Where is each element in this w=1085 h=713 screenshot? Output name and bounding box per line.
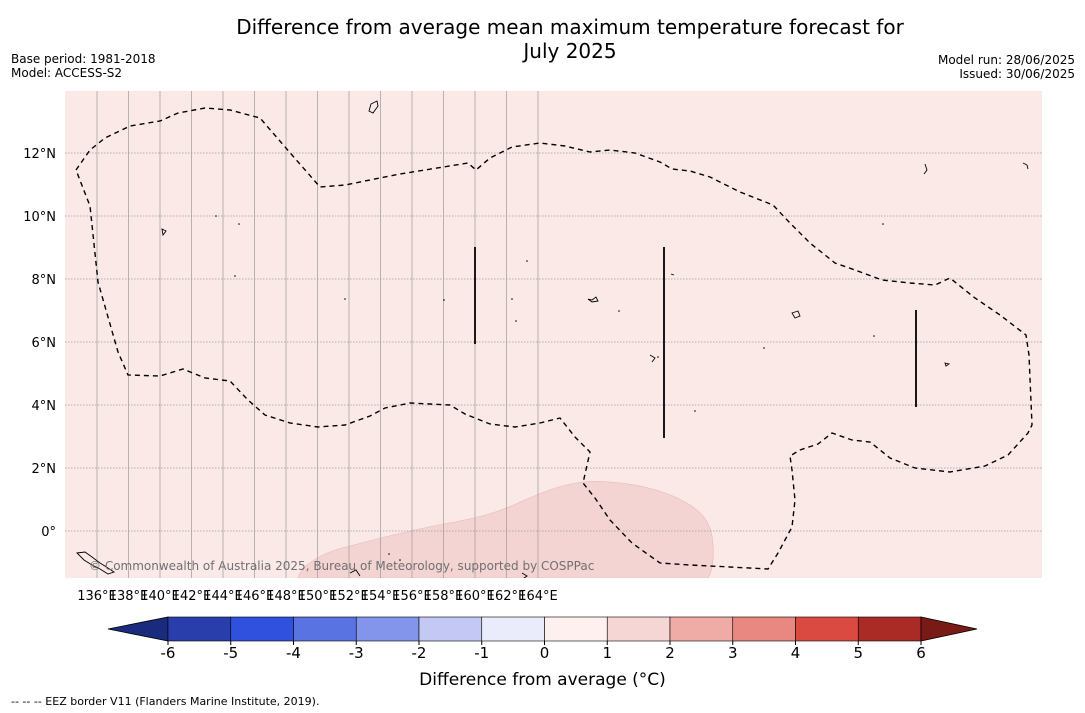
lon-tick-label: 144°E [203, 589, 243, 604]
lon-tick-label: 164°E [518, 589, 558, 604]
lon-tick-label: 140°E [140, 589, 180, 604]
lon-tick-label: 138°E [109, 589, 149, 604]
colorbar-tick-label: 5 [853, 644, 863, 662]
lon-tick-label: 146°E [235, 589, 275, 604]
colorbar-tick-label: -5 [223, 644, 238, 662]
anomaly-region [297, 480, 714, 578]
copyright-text: © Commonwealth of Australia 2025, Bureau… [89, 559, 594, 573]
colorbar-under-arrow [107, 616, 169, 642]
lon-tick-label: 156°E [392, 589, 432, 604]
lat-tick-label: 4°N [32, 399, 57, 414]
colorbar-tick-label: 1 [602, 644, 612, 662]
meta-right: Model run: 28/06/2025 Issued: 30/06/2025 [938, 53, 1075, 81]
longitude-labels: 136°E138°E140°E142°E144°E146°E148°E150°E… [77, 589, 558, 604]
lon-tick-label: 148°E [266, 589, 306, 604]
model-run: Model run: 28/06/2025 [937, 53, 1075, 67]
colorbar-tick-label: 0 [540, 644, 550, 662]
colorbar-tick-label: 3 [728, 644, 738, 662]
islands [76, 100, 1029, 578]
colorbar-tick-label: 2 [665, 644, 675, 662]
colorbar-segment [230, 616, 294, 642]
colorbar-tick-label: -4 [286, 644, 301, 662]
small-islets [215, 215, 884, 561]
lat-tick-label: 8°N [32, 273, 57, 288]
colorbar-segment [355, 616, 420, 642]
lat-tick-label: 6°N [32, 336, 57, 351]
colorbar-tick-label: -1 [474, 644, 489, 662]
colorbar-tick-label: -2 [412, 644, 427, 662]
lat-tick-label: 12°N [23, 147, 56, 162]
lon-tick-label: 162°E [487, 589, 527, 604]
colorbar-segment [167, 616, 232, 642]
lon-tick-label: 152°E [329, 589, 369, 604]
colorbar: -6 -5 -4 -3 -2 -1 0 1 2 3 4 5 6 [107, 616, 978, 662]
issued-date: Issued: 30/06/2025 [959, 67, 1075, 81]
title-line-2: July 2025 [523, 39, 617, 63]
eez-border [75, 107, 1033, 570]
title-line-1: Difference from average mean maximum tem… [236, 15, 904, 39]
model-name: Model: ACCESS-S2 [11, 66, 123, 80]
chart-title: Difference from average mean maximum tem… [170, 15, 970, 63]
lon-tick-label: 136°E [77, 589, 117, 604]
colorbar-segment [732, 616, 796, 642]
colorbar-tick-label: 4 [791, 644, 801, 662]
colorbar-segment [544, 616, 608, 642]
colorbar-segment [857, 616, 922, 642]
lon-tick-label: 154°E [361, 589, 401, 604]
lat-tick-label: 0° [41, 525, 56, 540]
colorbar-tick-label: -3 [349, 644, 364, 662]
colorbar-tick-label: 6 [916, 644, 926, 662]
colorbar-segment [418, 616, 483, 642]
base-period: Base period: 1981-2018 [11, 52, 156, 66]
colorbar-tick-label: -6 [161, 644, 176, 662]
lat-tick-label: 2°N [32, 462, 57, 477]
latitude-labels: 12°N 10°N 8°N 6°N 4°N 2°N 0° [23, 147, 56, 540]
lon-tick-label: 160°E [455, 589, 495, 604]
footer-legend: -- -- -- EEZ border V11 (Flanders Marine… [11, 695, 320, 708]
lon-tick-label: 158°E [424, 589, 464, 604]
meta-left: Base period: 1981-2018 Model: ACCESS-S2 [11, 52, 156, 80]
colorbar-segment [795, 616, 859, 642]
colorbar-segment [606, 616, 671, 642]
lat-tick-label: 10°N [23, 210, 56, 225]
colorbar-segment [293, 616, 357, 642]
lon-tick-label: 150°E [298, 589, 338, 604]
lon-tick-label: 142°E [172, 589, 212, 604]
colorbar-over-arrow [920, 616, 978, 642]
boundary-lines [474, 247, 917, 438]
colorbar-segment [481, 616, 545, 642]
colorbar-segment [669, 616, 734, 642]
colorbar-label: Difference from average (°C) [419, 670, 666, 690]
